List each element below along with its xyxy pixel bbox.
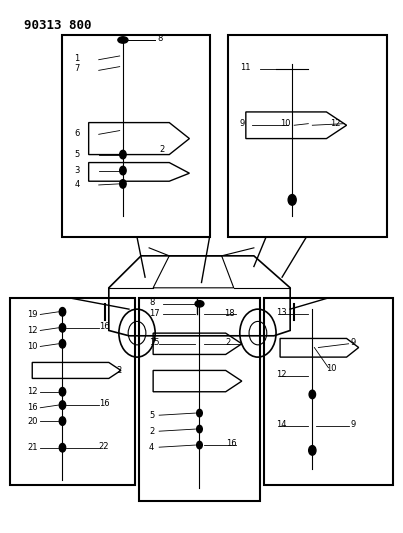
Bar bbox=[139, 298, 260, 501]
Text: 1: 1 bbox=[75, 54, 80, 63]
Text: 16: 16 bbox=[99, 399, 109, 408]
Text: 16: 16 bbox=[226, 439, 236, 448]
Circle shape bbox=[59, 401, 66, 409]
Bar bbox=[264, 298, 393, 485]
Text: 5: 5 bbox=[149, 411, 154, 419]
Text: 18: 18 bbox=[224, 309, 234, 318]
Text: 4: 4 bbox=[75, 181, 80, 189]
Text: 2: 2 bbox=[159, 145, 164, 154]
Text: 2: 2 bbox=[117, 366, 122, 375]
Text: 11: 11 bbox=[240, 63, 250, 72]
Circle shape bbox=[120, 150, 126, 159]
Text: 8: 8 bbox=[149, 298, 154, 307]
Text: 7: 7 bbox=[75, 64, 80, 72]
Text: 17: 17 bbox=[149, 309, 160, 318]
Text: 12: 12 bbox=[27, 326, 38, 335]
Circle shape bbox=[59, 308, 66, 316]
Text: 4: 4 bbox=[149, 443, 154, 451]
Ellipse shape bbox=[118, 37, 128, 43]
Circle shape bbox=[59, 443, 66, 452]
Circle shape bbox=[309, 390, 316, 399]
Text: 9: 9 bbox=[351, 338, 356, 346]
Text: 3: 3 bbox=[75, 166, 80, 175]
Text: 10: 10 bbox=[27, 342, 38, 351]
Text: 5: 5 bbox=[75, 150, 80, 159]
Bar bbox=[62, 35, 210, 237]
Text: 19: 19 bbox=[27, 310, 38, 319]
Ellipse shape bbox=[195, 301, 204, 307]
Circle shape bbox=[197, 441, 202, 449]
Circle shape bbox=[59, 387, 66, 396]
Text: 12: 12 bbox=[276, 370, 287, 378]
Circle shape bbox=[120, 166, 126, 175]
Text: 9: 9 bbox=[240, 119, 245, 128]
Text: 22: 22 bbox=[99, 442, 109, 450]
Text: 2: 2 bbox=[226, 338, 231, 346]
Text: 6: 6 bbox=[75, 129, 80, 138]
Text: 12: 12 bbox=[27, 387, 38, 396]
Text: 12: 12 bbox=[330, 119, 341, 128]
Circle shape bbox=[59, 340, 66, 348]
Circle shape bbox=[197, 425, 202, 433]
Text: 90313 800: 90313 800 bbox=[24, 19, 91, 31]
Text: 13: 13 bbox=[276, 309, 287, 317]
Text: 20: 20 bbox=[27, 417, 38, 425]
Circle shape bbox=[288, 195, 296, 205]
Text: 10: 10 bbox=[280, 119, 291, 128]
Text: 16: 16 bbox=[99, 322, 109, 330]
Text: 14: 14 bbox=[276, 421, 287, 429]
Text: 10: 10 bbox=[326, 365, 337, 373]
Text: 16: 16 bbox=[27, 403, 38, 412]
Text: 15: 15 bbox=[149, 338, 160, 346]
Text: 8: 8 bbox=[157, 35, 162, 43]
Circle shape bbox=[197, 409, 202, 417]
Bar bbox=[228, 35, 387, 237]
Text: 2: 2 bbox=[149, 427, 154, 435]
Text: 21: 21 bbox=[27, 443, 38, 452]
Bar bbox=[10, 298, 135, 485]
Circle shape bbox=[59, 417, 66, 425]
Circle shape bbox=[309, 446, 316, 455]
Text: 9: 9 bbox=[351, 421, 356, 429]
Circle shape bbox=[120, 180, 126, 188]
Circle shape bbox=[59, 324, 66, 332]
